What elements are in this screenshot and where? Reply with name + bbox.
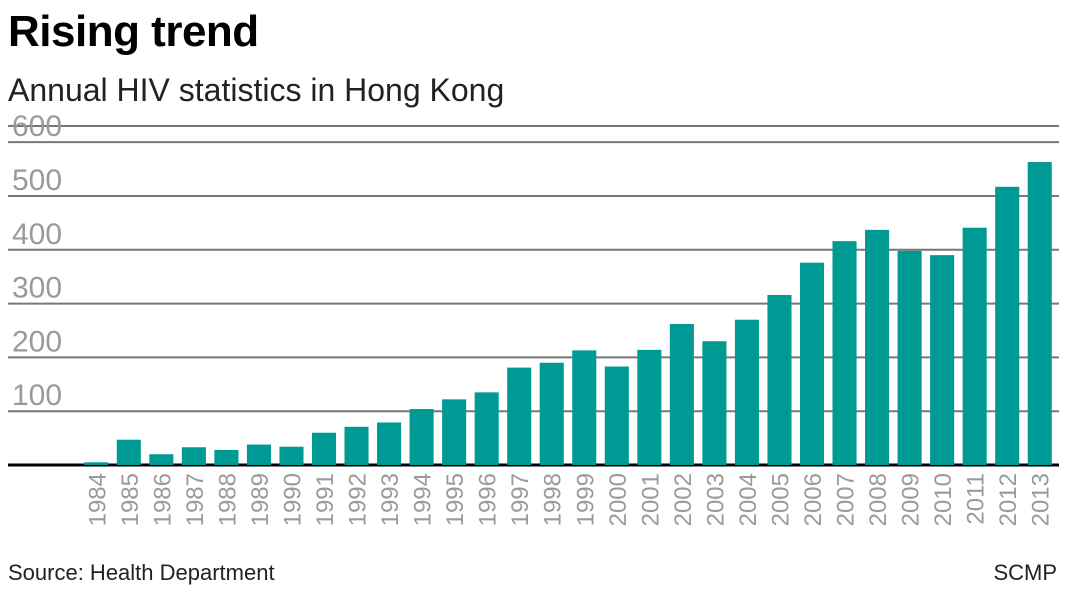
bar — [377, 422, 402, 465]
bar — [344, 426, 369, 465]
x-tick-label: 1986 — [149, 473, 176, 526]
x-tick-label: 2005 — [767, 473, 794, 526]
bar — [507, 367, 532, 465]
x-tick-label: 2012 — [995, 473, 1022, 526]
bar — [734, 319, 759, 465]
x-tick-label: 2001 — [637, 473, 664, 526]
bar — [572, 350, 597, 465]
bar — [539, 362, 564, 465]
bar — [669, 324, 694, 465]
chart-subtitle: Annual HIV statistics in Hong Kong — [8, 72, 505, 108]
bar — [962, 227, 987, 465]
x-tick-label: 1985 — [117, 473, 144, 526]
bar — [832, 241, 857, 465]
bar — [767, 294, 792, 465]
bar — [865, 229, 890, 465]
x-tick-label: 2013 — [1028, 473, 1055, 526]
x-tick-label: 2000 — [605, 473, 632, 526]
chart-title: Rising trend — [8, 7, 259, 56]
source-note: Source: Health Department — [8, 560, 275, 585]
bar — [116, 439, 141, 465]
bar — [246, 444, 271, 465]
x-tick-label: 2008 — [865, 473, 892, 526]
x-tick-label: 2011 — [963, 473, 990, 525]
x-tick-label: 2003 — [702, 473, 729, 526]
x-tick-label: 1998 — [540, 473, 567, 526]
x-tick-label: 1999 — [572, 473, 599, 526]
bar — [311, 432, 337, 465]
x-tick-label: 1997 — [507, 473, 534, 526]
x-tick-label: 1984 — [84, 473, 111, 526]
bar — [799, 262, 825, 465]
bar — [1027, 162, 1052, 466]
bars — [84, 162, 1052, 466]
x-tick-label: 2004 — [735, 473, 762, 526]
bar — [279, 446, 304, 465]
x-tick-label: 2009 — [898, 473, 925, 526]
x-tick-label: 1988 — [214, 473, 241, 526]
y-axis-ticks: 100 200 300 400 500 600 — [12, 110, 62, 412]
x-tick-label: 1995 — [442, 473, 469, 526]
x-tick-label: 1993 — [377, 473, 404, 526]
bar — [930, 255, 955, 465]
y-tick-label: 100 — [12, 379, 62, 412]
x-tick-label: 1989 — [247, 473, 274, 526]
x-tick-label: 2010 — [930, 473, 957, 526]
bar — [442, 399, 467, 465]
x-tick-label: 1991 — [312, 473, 339, 526]
x-tick-label: 1992 — [345, 473, 372, 526]
x-tick-label: 2002 — [670, 473, 697, 526]
bar — [995, 186, 1020, 466]
bar — [637, 349, 662, 465]
bar — [181, 447, 206, 465]
y-tick-label: 600 — [12, 110, 62, 143]
bar — [409, 409, 434, 465]
bar — [897, 250, 922, 465]
bar — [214, 449, 239, 465]
x-tick-label: 1994 — [410, 473, 437, 526]
bar — [604, 366, 629, 465]
x-tick-label: 1987 — [182, 473, 209, 526]
bar — [702, 341, 727, 465]
y-tick-label: 400 — [12, 218, 62, 251]
y-tick-label: 200 — [12, 325, 62, 358]
x-tick-label: 2007 — [833, 473, 860, 526]
credit-label: SCMP — [993, 560, 1057, 585]
y-tick-label: 500 — [12, 164, 62, 197]
gridlines — [8, 125, 1059, 467]
y-tick-label: 300 — [12, 272, 62, 305]
bar — [474, 392, 499, 465]
x-tick-label: 2006 — [800, 473, 827, 526]
bar — [149, 454, 174, 465]
bar — [84, 462, 109, 465]
x-axis-ticks: 1984 1985 1986 1987 1988 1989 1990 1991 1992 1993… — [84, 473, 1054, 526]
x-tick-label: 1990 — [279, 473, 306, 526]
x-tick-label: 1996 — [475, 473, 502, 526]
